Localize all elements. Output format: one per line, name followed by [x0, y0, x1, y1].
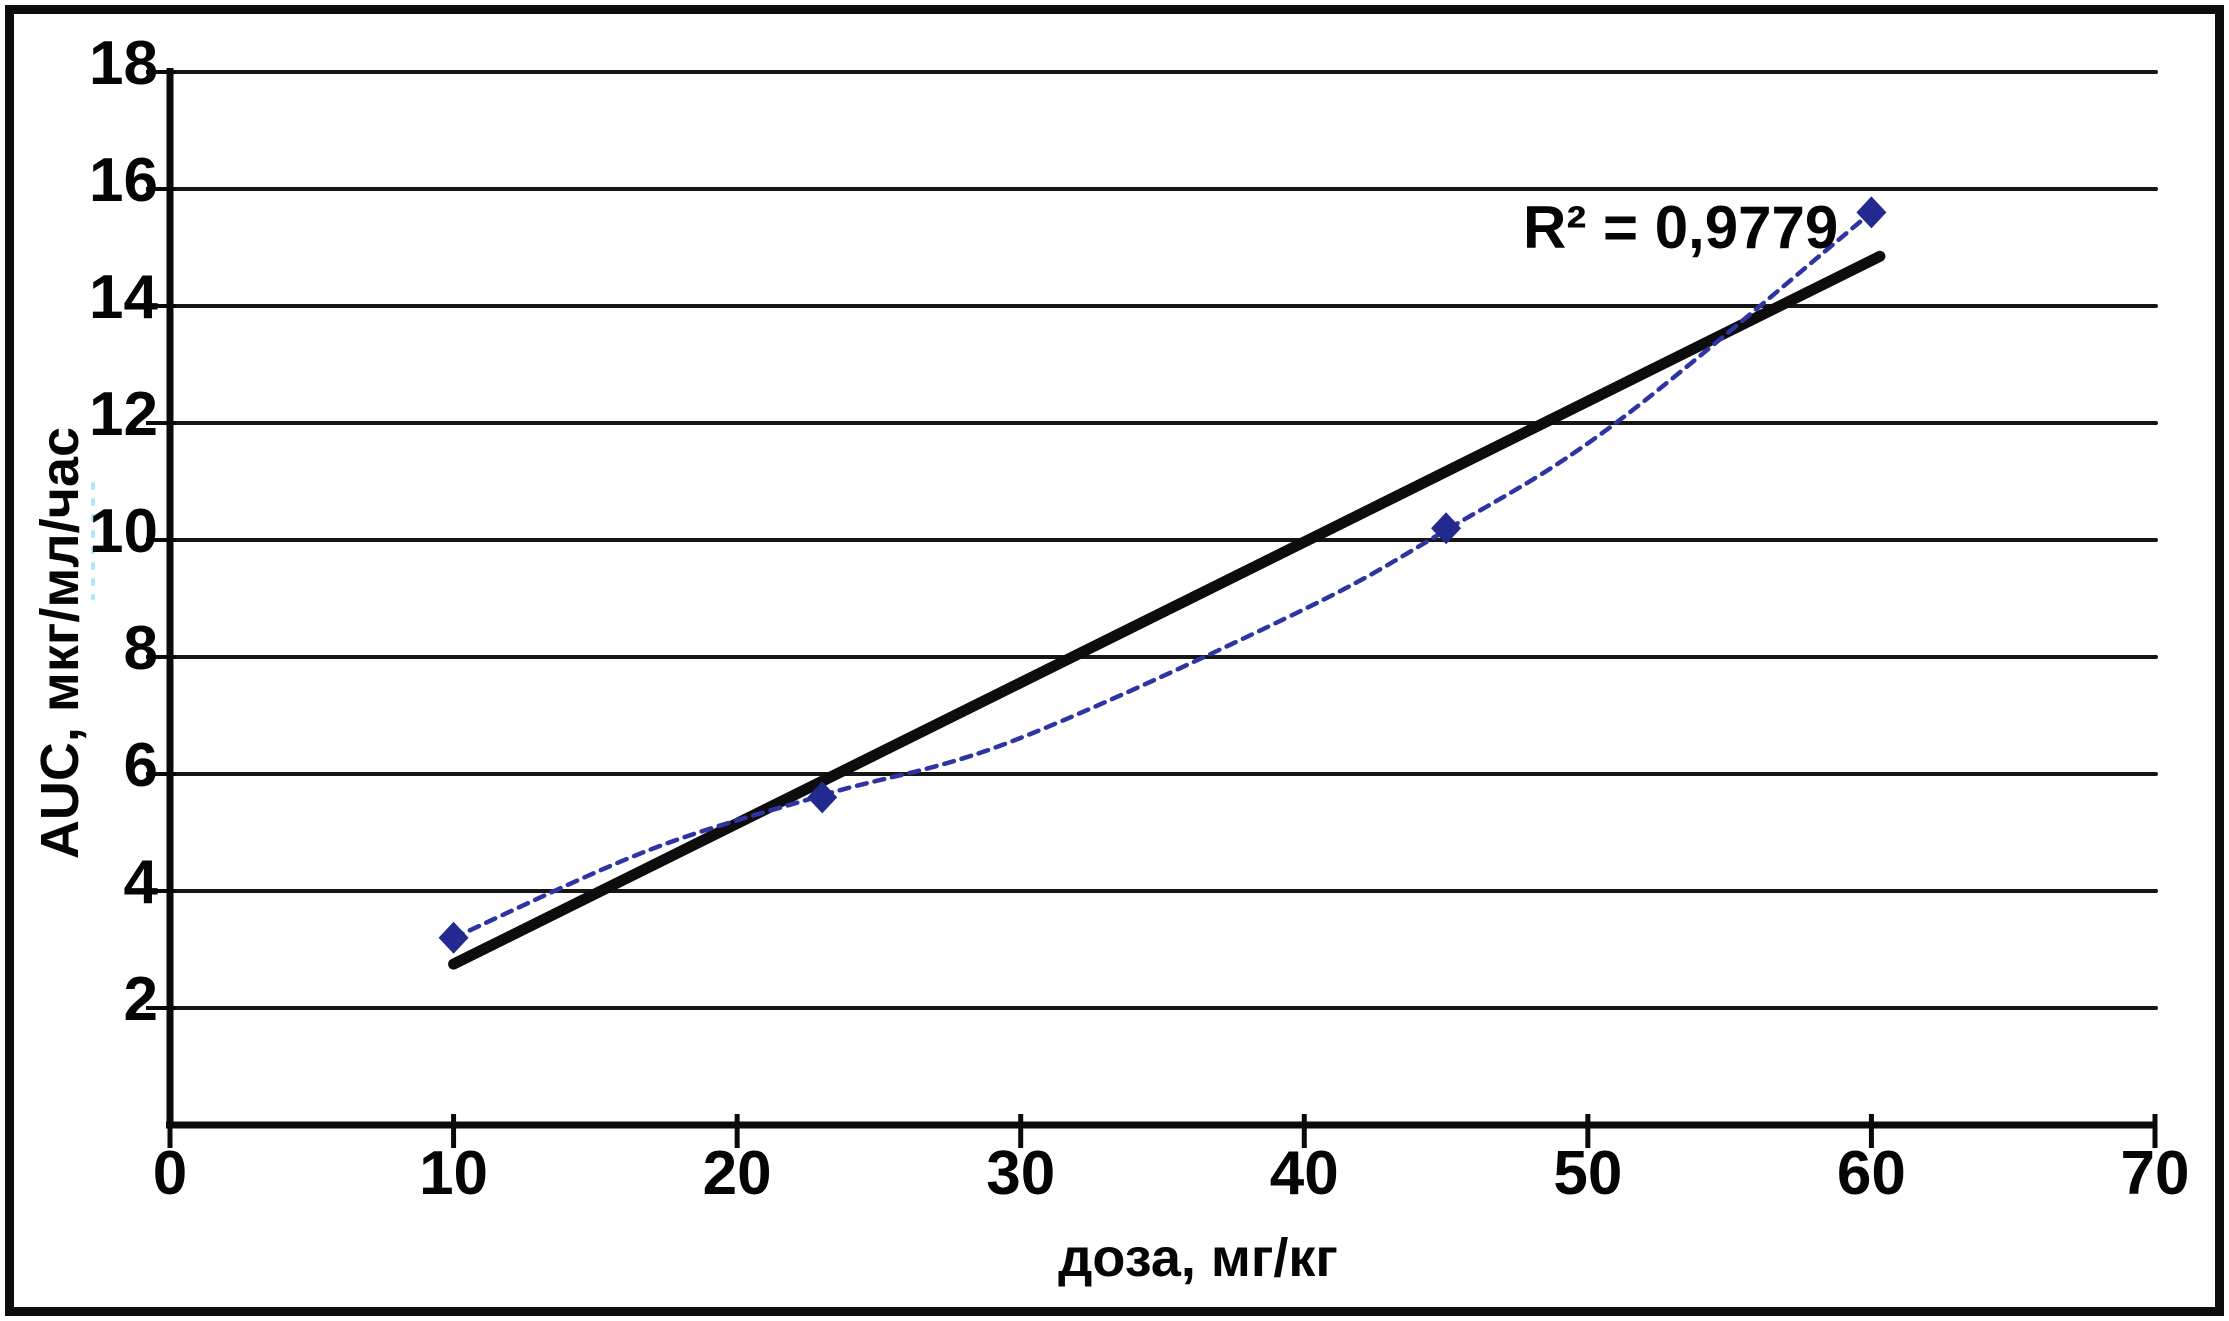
- series-line-trendline: [448, 250, 1886, 970]
- y-tick-label-12: 12: [89, 380, 158, 449]
- y-tick-label-16: 16: [89, 146, 158, 215]
- x-tick-label-20: 20: [702, 1139, 772, 1208]
- r-squared-annotation: R² = 0,9779: [1523, 194, 1839, 261]
- data-point-marker-0: [438, 921, 469, 954]
- x-tick-label-60: 60: [1836, 1139, 1906, 1208]
- y-tick-label-10: 10: [89, 497, 158, 566]
- x-tick-label-10: 10: [419, 1139, 489, 1208]
- data-point-marker-3: [1856, 196, 1887, 229]
- y-tick-label-6: 6: [123, 731, 158, 800]
- y-tick-label-2: 2: [123, 965, 158, 1034]
- y-tick-label-8: 8: [123, 614, 158, 683]
- y-tick-label-14: 14: [89, 263, 158, 332]
- y-tick-label-18: 18: [89, 29, 158, 98]
- series-line-data: [451, 210, 1874, 941]
- x-tick-label-30: 30: [986, 1139, 1056, 1208]
- data-point-marker-2: [1431, 512, 1462, 545]
- x-tick-label-0: 0: [152, 1139, 188, 1208]
- y-tick-label-4: 4: [123, 848, 158, 917]
- x-axis-title: доза, мг/кг: [1058, 1228, 1338, 1288]
- x-tick-label-50: 50: [1553, 1139, 1623, 1208]
- data-point-marker-1: [807, 781, 838, 814]
- x-tick-label-70: 70: [2120, 1139, 2190, 1208]
- x-tick-label-40: 40: [1269, 1139, 1339, 1208]
